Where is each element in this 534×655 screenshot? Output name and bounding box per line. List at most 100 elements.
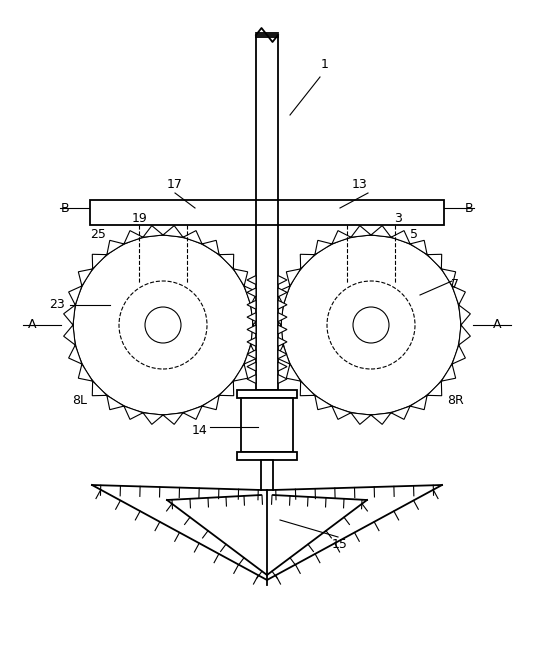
Polygon shape <box>124 406 143 419</box>
Polygon shape <box>107 396 124 409</box>
Polygon shape <box>278 362 287 371</box>
Polygon shape <box>143 413 163 424</box>
Bar <box>278 200 444 225</box>
Polygon shape <box>219 381 234 396</box>
Text: 8L: 8L <box>73 394 88 407</box>
Polygon shape <box>332 406 351 419</box>
Polygon shape <box>300 254 315 269</box>
Circle shape <box>145 307 181 343</box>
Polygon shape <box>251 305 262 325</box>
Polygon shape <box>278 350 287 359</box>
Polygon shape <box>143 225 163 237</box>
Polygon shape <box>64 325 75 345</box>
Polygon shape <box>64 305 75 325</box>
Polygon shape <box>233 364 248 381</box>
Polygon shape <box>244 345 257 364</box>
Polygon shape <box>442 269 456 286</box>
Text: 5: 5 <box>410 229 418 242</box>
Polygon shape <box>247 312 256 322</box>
Polygon shape <box>351 413 371 424</box>
Polygon shape <box>272 305 283 325</box>
Polygon shape <box>107 240 124 255</box>
Polygon shape <box>371 413 391 424</box>
Polygon shape <box>68 345 82 364</box>
Polygon shape <box>278 325 287 334</box>
Text: 25: 25 <box>90 229 106 242</box>
Bar <box>261 460 273 490</box>
Bar <box>237 390 297 398</box>
Text: 23: 23 <box>49 299 65 312</box>
Polygon shape <box>277 345 290 364</box>
Circle shape <box>73 235 253 415</box>
Polygon shape <box>410 396 427 409</box>
Polygon shape <box>78 364 92 381</box>
Polygon shape <box>247 350 256 359</box>
Text: 19: 19 <box>132 212 148 225</box>
Polygon shape <box>247 337 256 346</box>
Polygon shape <box>332 231 351 244</box>
Text: B: B <box>61 202 69 214</box>
Polygon shape <box>78 269 92 286</box>
Polygon shape <box>427 381 442 396</box>
Polygon shape <box>278 337 287 346</box>
Polygon shape <box>315 396 332 409</box>
Polygon shape <box>277 286 290 305</box>
Polygon shape <box>410 240 427 255</box>
Polygon shape <box>124 231 143 244</box>
Polygon shape <box>459 305 470 325</box>
Polygon shape <box>92 381 107 396</box>
Polygon shape <box>183 406 202 419</box>
Polygon shape <box>371 225 391 237</box>
Circle shape <box>353 307 389 343</box>
Polygon shape <box>68 286 82 305</box>
Bar <box>90 200 256 225</box>
Polygon shape <box>351 225 371 237</box>
Text: 17: 17 <box>167 179 183 191</box>
Polygon shape <box>247 276 256 284</box>
Text: 13: 13 <box>352 179 368 191</box>
Polygon shape <box>286 364 301 381</box>
Text: A: A <box>28 318 36 331</box>
Text: 8R: 8R <box>446 394 464 407</box>
Polygon shape <box>391 231 410 244</box>
Bar <box>241 398 293 452</box>
Polygon shape <box>247 300 256 309</box>
Polygon shape <box>183 231 202 244</box>
Circle shape <box>281 235 461 415</box>
Text: 1: 1 <box>321 58 329 71</box>
Polygon shape <box>278 300 287 309</box>
Polygon shape <box>459 325 470 345</box>
Polygon shape <box>442 364 456 381</box>
Polygon shape <box>278 276 287 284</box>
Polygon shape <box>452 286 466 305</box>
Polygon shape <box>202 240 219 255</box>
Polygon shape <box>278 288 287 297</box>
Polygon shape <box>286 269 301 286</box>
Text: 7: 7 <box>451 278 459 291</box>
Polygon shape <box>315 240 332 255</box>
Polygon shape <box>251 325 262 345</box>
Polygon shape <box>427 254 442 269</box>
Polygon shape <box>163 225 183 237</box>
Polygon shape <box>163 413 183 424</box>
Text: A: A <box>493 318 501 331</box>
Polygon shape <box>272 325 283 345</box>
Polygon shape <box>391 406 410 419</box>
Text: 14: 14 <box>192 424 208 436</box>
Polygon shape <box>233 269 248 286</box>
Polygon shape <box>219 254 234 269</box>
Text: 15: 15 <box>332 538 348 552</box>
Bar <box>256 225 278 390</box>
Polygon shape <box>92 254 107 269</box>
Bar <box>256 35 278 200</box>
Polygon shape <box>300 381 315 396</box>
Text: B: B <box>465 202 473 214</box>
Polygon shape <box>278 312 287 322</box>
Polygon shape <box>452 345 466 364</box>
Polygon shape <box>247 288 256 297</box>
Polygon shape <box>244 286 257 305</box>
Text: 3: 3 <box>394 212 402 225</box>
Bar <box>237 452 297 460</box>
Polygon shape <box>247 362 256 371</box>
Polygon shape <box>247 375 256 383</box>
